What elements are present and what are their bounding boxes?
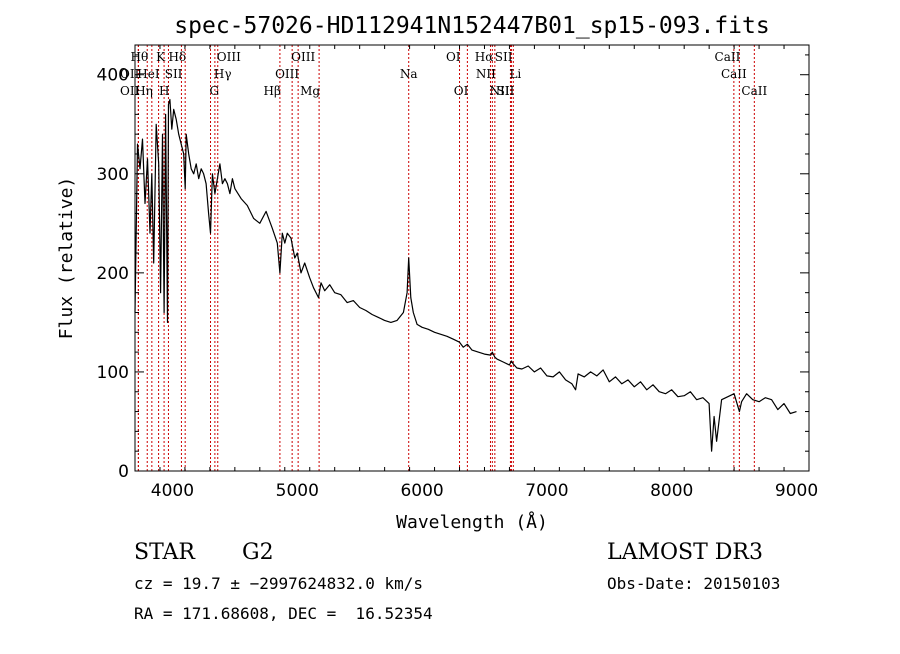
- coordinates: RA = 171.68608, DEC = 16.52354: [134, 604, 433, 623]
- object-class: STAR: [134, 540, 195, 565]
- obs-date: Obs-Date: 20150103: [607, 574, 781, 593]
- x-tick-label: 8000: [650, 481, 693, 501]
- x-tick-label: 5000: [276, 481, 319, 501]
- line-label-26: CaII: [721, 67, 747, 81]
- redshift-text: cz = 19.7 ± −2997624832.0 km/s: [134, 574, 423, 593]
- x-tick-label: 4000: [151, 481, 194, 501]
- line-label-12: Hβ: [264, 84, 281, 98]
- line-label-25: CaII: [715, 50, 741, 64]
- line-label-2: Hδ: [168, 50, 186, 64]
- object-subclass: G2: [242, 540, 274, 565]
- line-label-27: CaII: [741, 84, 767, 98]
- line-label-16: Na: [400, 67, 418, 81]
- line-label-19: Hα: [475, 50, 494, 64]
- line-label-11: G: [210, 84, 220, 98]
- survey-name: LAMOST DR3: [607, 540, 763, 565]
- line-label-20: SII: [495, 50, 513, 64]
- emission-line-markers: [137, 45, 755, 471]
- chart-title: spec-57026-HD112941N152447B01_sp15-093.f…: [174, 13, 769, 39]
- x-axis-label: Wavelength (Å): [396, 511, 548, 533]
- line-label-14: OIII: [275, 67, 299, 81]
- line-label-23: NII: [489, 84, 509, 98]
- y-tick-label: 400: [97, 66, 129, 86]
- line-label-4: HeI: [137, 67, 160, 81]
- line-label-7: Hη: [135, 84, 153, 98]
- line-label-9: OIII: [217, 50, 241, 64]
- spectrum-line: [134, 98, 797, 452]
- y-tick-label: 100: [97, 363, 129, 383]
- line-label-15: Mg: [300, 84, 320, 98]
- line-label-10: Hγ: [214, 67, 232, 81]
- y-tick-label: 300: [97, 165, 129, 185]
- line-label-24: SII: [497, 84, 515, 98]
- y-tick-label: 0: [118, 462, 129, 482]
- x-tick-label: 6000: [400, 481, 443, 501]
- line-label-17: OI: [446, 50, 461, 64]
- line-label-0: Hθ: [131, 50, 149, 64]
- x-tick-label: 7000: [525, 481, 568, 501]
- x-axis: 4000 5000 6000 7000 8000 9000: [151, 45, 818, 501]
- line-label-13: OIII: [291, 50, 315, 64]
- line-label-21: NII: [476, 67, 496, 81]
- line-label-18: OI: [454, 84, 469, 98]
- y-tick-label: 200: [97, 264, 129, 284]
- line-label-8: H: [159, 84, 169, 98]
- line-label-22: Li: [509, 67, 521, 81]
- y-axis: 0 100 200 300 400: [97, 54, 809, 482]
- y-axis-label: Flux (relative): [56, 177, 77, 340]
- line-label-5: SII: [165, 67, 183, 81]
- line-label-1: K: [156, 50, 166, 64]
- x-tick-label: 9000: [775, 481, 818, 501]
- plot-frame: [134, 44, 810, 472]
